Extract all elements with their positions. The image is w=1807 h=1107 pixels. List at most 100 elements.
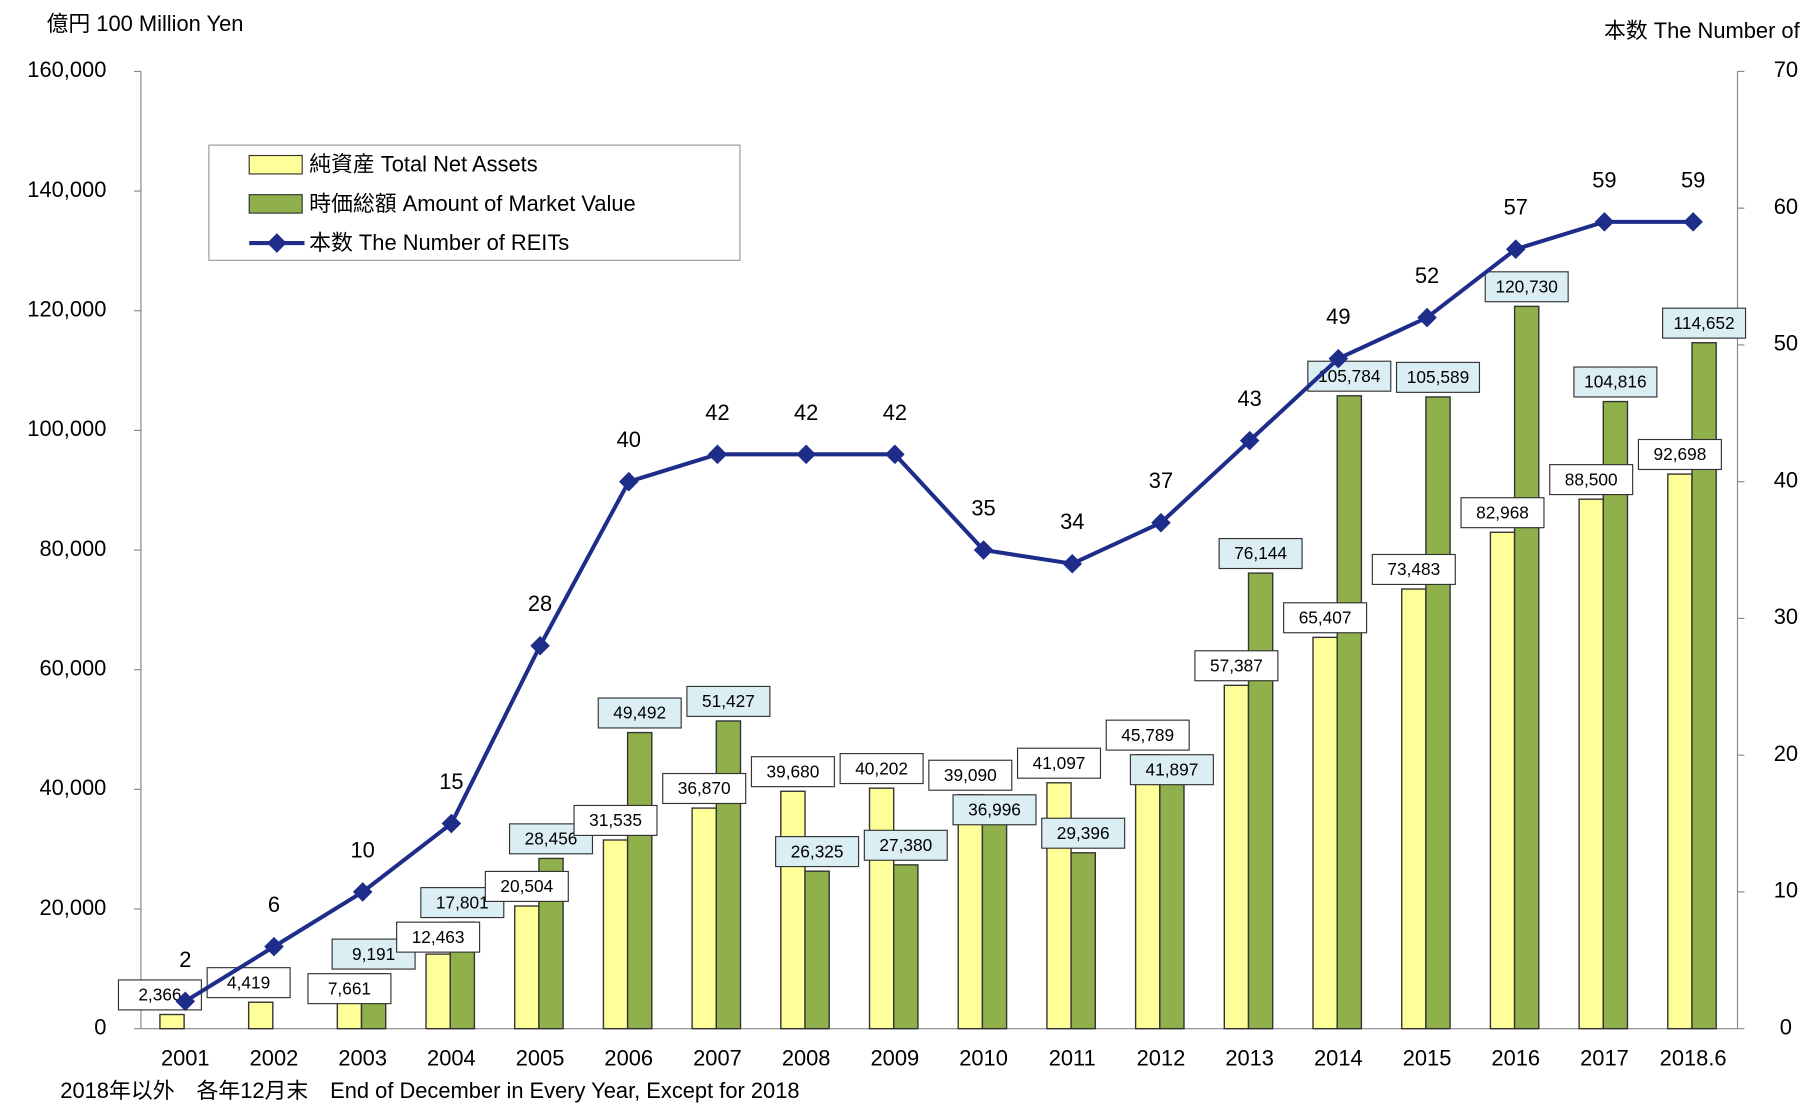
value-label: 41,097 xyxy=(1033,753,1086,773)
y-tick-label: 100,000 xyxy=(27,416,106,441)
line-marker xyxy=(1151,512,1171,533)
value-label-box xyxy=(863,829,948,861)
value-label: 92,698 xyxy=(1653,444,1706,464)
value-label-box xyxy=(1371,553,1456,586)
y2-tick-label: 50 xyxy=(1774,331,1798,356)
x-tick-label: 2018.6 xyxy=(1660,1046,1727,1071)
x-tick-label: 2009 xyxy=(871,1046,920,1071)
value-label: 88,500 xyxy=(1565,469,1618,489)
line-marker xyxy=(264,936,284,957)
line-value-label: 37 xyxy=(1149,468,1173,493)
value-label-box xyxy=(750,756,835,788)
value-label: 20,504 xyxy=(500,876,553,896)
value-label: 39,090 xyxy=(944,765,997,785)
line-value-label: 52 xyxy=(1415,263,1439,288)
x-tick-label: 2005 xyxy=(516,1046,565,1071)
value-label: 39,680 xyxy=(767,761,820,781)
bar xyxy=(247,1001,274,1030)
value-label-box xyxy=(1041,817,1126,849)
value-label-box xyxy=(597,697,682,729)
y2-tick-label: 0 xyxy=(1780,1014,1792,1039)
line-value-label: 10 xyxy=(350,837,374,862)
bar xyxy=(1401,588,1427,1030)
value-label: 28,456 xyxy=(525,829,578,849)
value-label-box xyxy=(1283,602,1368,634)
legend-label: 時価総額 Amount of Market Value xyxy=(309,191,636,216)
bar xyxy=(1602,400,1629,1030)
line-value-label: 59 xyxy=(1681,167,1705,192)
line-value-label: 42 xyxy=(794,400,818,425)
x-tick-label: 2014 xyxy=(1314,1046,1363,1071)
value-label: 104,816 xyxy=(1584,372,1646,392)
line-marker xyxy=(1062,553,1083,574)
line-value-label: 57 xyxy=(1504,195,1528,220)
value-label: 12,463 xyxy=(412,927,465,947)
value-label-box xyxy=(1484,271,1569,303)
value-label: 120,730 xyxy=(1495,276,1557,296)
value-label-box xyxy=(1129,754,1214,786)
y-tick-label: 0 xyxy=(94,1014,106,1039)
line-value-label: 35 xyxy=(971,496,995,521)
y2-axis-label: 本数 The Number of xyxy=(1604,18,1801,43)
bar xyxy=(159,1013,185,1030)
y-tick-label: 140,000 xyxy=(27,177,106,202)
value-label-box xyxy=(686,685,771,717)
x-tick-label: 2010 xyxy=(959,1046,1008,1071)
x-tick-label: 2017 xyxy=(1580,1046,1629,1071)
value-label: 105,784 xyxy=(1318,366,1381,386)
legend-label: 本数 The Number of REITs xyxy=(309,230,569,255)
bar xyxy=(981,806,1008,1030)
value-label: 49,492 xyxy=(613,703,666,723)
bar xyxy=(602,839,629,1030)
line-value-label: 40 xyxy=(617,427,641,452)
y-tick-label: 40,000 xyxy=(39,775,106,800)
y-tick-label: 20,000 xyxy=(39,895,106,920)
value-label-box xyxy=(1194,650,1279,682)
bar xyxy=(957,794,984,1030)
line-marker xyxy=(1683,212,1703,232)
bar xyxy=(1070,852,1096,1030)
value-label-box xyxy=(1637,438,1722,471)
value-label-box xyxy=(206,967,291,999)
y2-tick-label: 70 xyxy=(1774,57,1798,82)
x-tick-label: 2013 xyxy=(1225,1046,1274,1071)
bar xyxy=(1134,754,1161,1030)
legend-swatch xyxy=(248,194,303,214)
x-tick-label: 2006 xyxy=(604,1046,653,1071)
value-label-box xyxy=(1662,307,1747,339)
value-label-box xyxy=(1573,366,1658,398)
value-label-box xyxy=(396,921,481,953)
line-marker xyxy=(618,471,639,492)
bar xyxy=(1513,305,1540,1030)
value-label: 4,419 xyxy=(227,972,270,992)
note: 2018年以外 各年12月末 End of December in Every … xyxy=(60,1078,799,1103)
value-label: 40,202 xyxy=(855,758,908,778)
value-label-box xyxy=(952,794,1037,826)
value-label: 9,191 xyxy=(352,944,395,964)
line-value-label: 49 xyxy=(1326,304,1350,329)
bar xyxy=(1489,531,1516,1030)
line-marker xyxy=(796,444,816,465)
line-value-label: 15 xyxy=(439,769,463,794)
value-label-box xyxy=(1549,464,1634,496)
value-label: 27,380 xyxy=(879,835,932,855)
value-label: 17,801 xyxy=(436,892,489,912)
line-value-label: 6 xyxy=(268,892,280,917)
value-label-box xyxy=(484,870,569,902)
y-tick-label: 80,000 xyxy=(39,536,106,561)
y-tick-label: 60,000 xyxy=(39,655,106,680)
value-label-box xyxy=(928,759,1013,791)
value-label: 57,387 xyxy=(1210,655,1263,675)
value-label-box xyxy=(1016,747,1102,779)
line-value-label: 43 xyxy=(1237,386,1261,411)
x-tick-label: 2007 xyxy=(693,1046,742,1071)
bar xyxy=(1578,498,1604,1030)
x-tick-label: 2015 xyxy=(1403,1046,1452,1071)
bar xyxy=(425,953,451,1030)
value-label: 26,325 xyxy=(791,841,844,861)
value-label-box xyxy=(662,772,747,805)
bar xyxy=(1336,395,1363,1030)
x-tick-label: 2001 xyxy=(161,1046,210,1071)
value-label-box xyxy=(775,836,860,868)
